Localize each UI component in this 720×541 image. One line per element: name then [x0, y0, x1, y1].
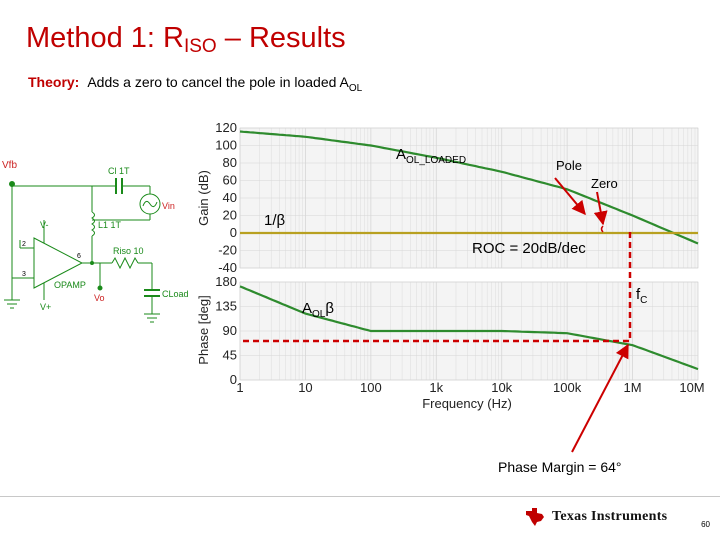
x-tick-label: 1M [624, 380, 642, 395]
gain-y-tick: -40 [218, 260, 237, 275]
gain-y-tick: 120 [215, 120, 237, 135]
frequency-tick-labels: 1 10 100 1k 10k 100k 1M 10M [236, 380, 704, 395]
gain-series-line-0 [239, 130, 699, 245]
frequency-axis-label: Frequency (Hz) [422, 396, 512, 411]
gain-y-tick: 20 [223, 208, 237, 223]
phase-y-tick: 45 [223, 348, 237, 363]
title-main: Method 1: R [26, 22, 184, 54]
vin-label: Vin [162, 201, 175, 211]
title-rest: – Results [216, 22, 346, 54]
phase-y-tick-labels: 180 135 90 45 0 [215, 274, 237, 387]
pin-6-label: 6 [77, 253, 81, 260]
zero-label: Zero [591, 176, 618, 191]
phase-series [239, 285, 699, 371]
gain-y-tick: 80 [223, 155, 237, 170]
gain-y-tick: 0 [230, 225, 237, 240]
vfb-label: Vfb [2, 160, 17, 171]
opamp-symbol [33, 237, 84, 289]
x-tick-label: 100 [360, 380, 382, 395]
theory-label: Theory: [28, 74, 80, 90]
roc-label: ROC = 20dB/dec [472, 240, 586, 257]
l1-inductor [91, 211, 95, 237]
fc-subscript: C [640, 295, 648, 306]
x-tick-label: 10 [298, 380, 312, 395]
phase-y-tick: 0 [230, 372, 237, 387]
aol-beta-subscript: OL [312, 309, 326, 320]
schematic-labels: Vfb Cl 1T Vin V- L1 1T Riso 10 OPAMP Vo … [2, 160, 189, 312]
pole-label: Pole [556, 158, 583, 173]
vo-label: Vo [94, 293, 105, 303]
gain-axis-label: Gain (dB) [196, 170, 211, 226]
gain-y-tick: -20 [218, 243, 237, 258]
aol-beta-tail: β [325, 300, 334, 317]
zero-arrow [593, 191, 608, 226]
riso-label: Riso 10 [113, 246, 144, 256]
gain-series [239, 130, 699, 245]
opamp-label: OPAMP [54, 280, 86, 290]
theory-subscript: OL [348, 82, 363, 94]
phase-margin-arrow [571, 343, 629, 453]
x-tick-label: 1k [429, 380, 443, 395]
riso-resistor [111, 256, 139, 270]
phase-y-tick: 180 [215, 274, 237, 289]
pin-3-label: 3 [22, 271, 26, 278]
gain-y-tick: 40 [223, 190, 237, 205]
phase-y-tick: 90 [223, 323, 237, 338]
l1-label: L1 1T [98, 220, 122, 230]
aol-beta-label: AOLβ [302, 300, 334, 320]
fc-label: fC [636, 286, 647, 306]
cl-label: Cl 1T [108, 166, 130, 176]
aol-loaded-label: AOL_LOADED [396, 146, 466, 166]
phase-axis-label: Phase [deg] [196, 295, 211, 364]
gain-y-tick: 100 [215, 138, 237, 153]
title-subscript: ISO [183, 36, 217, 57]
gain-y-tick: 60 [223, 173, 237, 188]
schematic [4, 178, 161, 323]
pin-2-label: 2 [22, 241, 26, 248]
gain-y-tick-labels: 120 100 80 60 40 20 0 -20 -40 [215, 120, 237, 275]
texas-state-icon [526, 508, 544, 526]
theory-line: Theory: Adds a zero to cancel the pole in… [28, 74, 362, 94]
x-tick-label: 100k [553, 380, 582, 395]
pole-arrow [554, 177, 586, 216]
aol-beta-text: A [302, 300, 313, 317]
cload-label: CLoad [162, 289, 189, 299]
ti-logo-text: Texas Instruments [552, 509, 668, 524]
aol-loaded-text: A [396, 146, 407, 163]
phase-series-line-0 [239, 285, 699, 371]
x-tick-label: 1 [236, 380, 243, 395]
theory-text: Adds a zero to cancel the pole in loaded… [87, 74, 349, 90]
page-number: 60 [701, 520, 710, 529]
vplus-label: V+ [40, 302, 51, 312]
footer-bar [0, 496, 720, 541]
x-tick-label: 10M [679, 380, 704, 395]
phase-y-tick: 135 [215, 299, 237, 314]
aol-loaded-subscript: OL_LOADED [406, 155, 467, 166]
vminus-label: V- [40, 220, 49, 230]
slide-title: Method 1: RISO – Results [26, 22, 346, 58]
ti-logo: Texas Instruments [524, 507, 667, 527]
phase-margin-label: Phase Margin = 64° [498, 459, 622, 475]
fc-text: f [636, 286, 641, 303]
zero-marker [600, 225, 604, 233]
x-tick-label: 10k [491, 380, 512, 395]
one-over-beta-label: 1/β [264, 212, 286, 229]
